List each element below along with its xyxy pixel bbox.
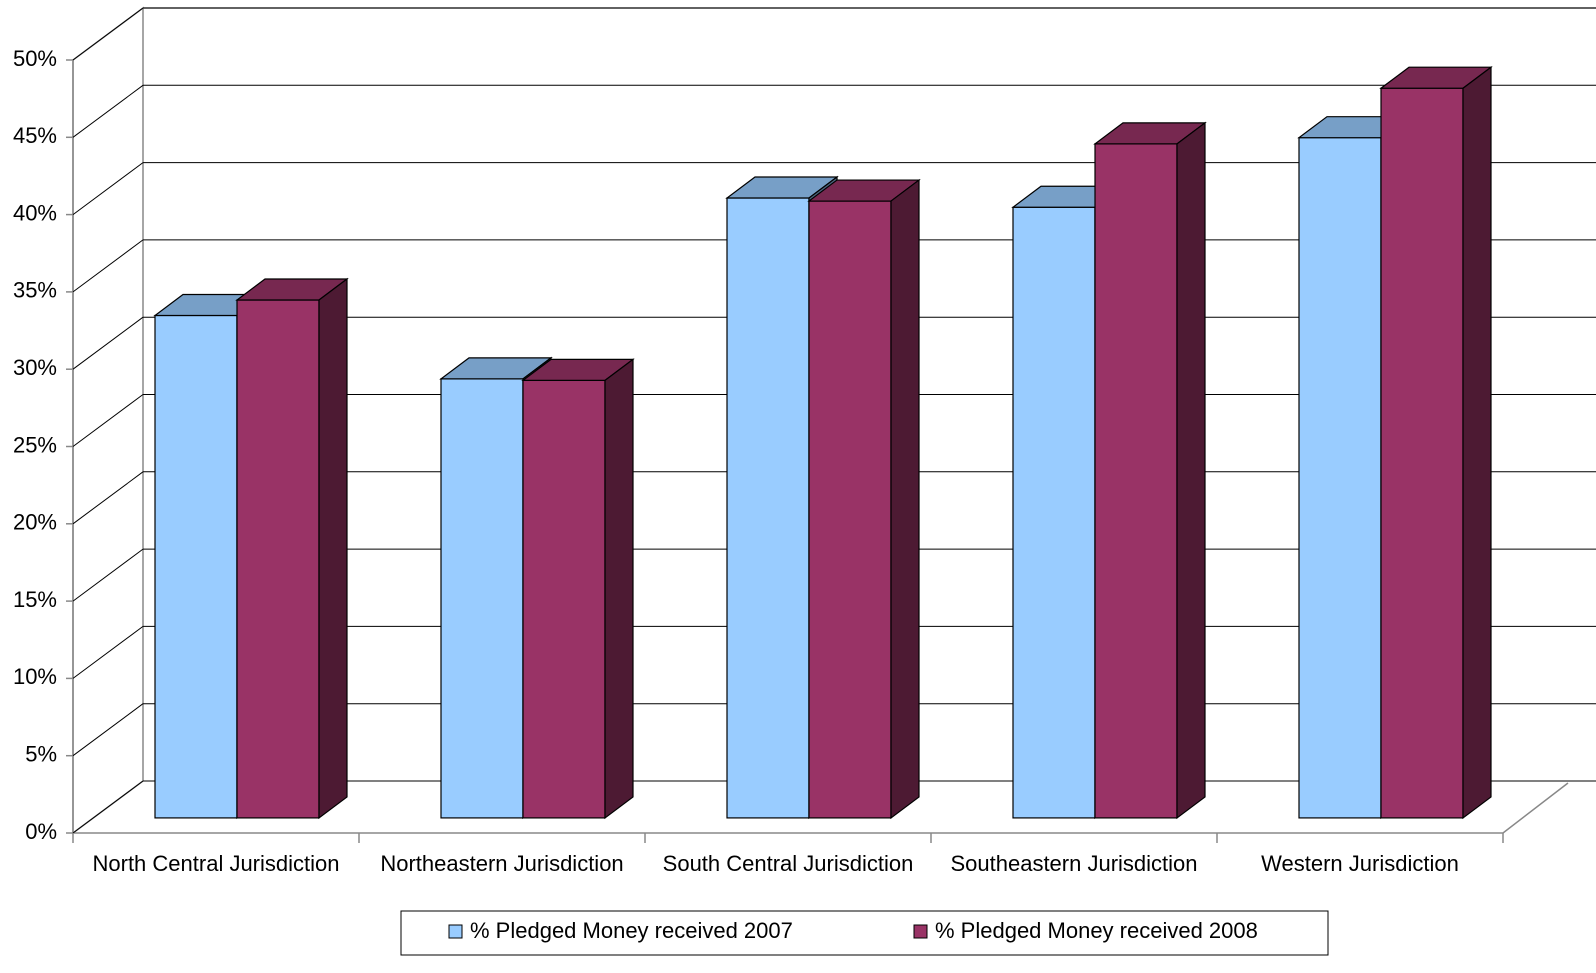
bar-side xyxy=(604,358,634,820)
y-tick-label: 0% xyxy=(25,819,57,844)
bar xyxy=(154,314,238,819)
x-tick-label: Southeastern Jurisdiction xyxy=(950,851,1197,876)
y-tick-label: 25% xyxy=(13,432,57,457)
x-tick-label: Western Jurisdiction xyxy=(1261,851,1459,876)
bar xyxy=(1094,143,1178,819)
bar-side xyxy=(1176,121,1206,820)
y-tick-label: 50% xyxy=(13,46,57,71)
x-tick-label: South Central Jurisdiction xyxy=(663,851,914,876)
bar xyxy=(236,299,320,819)
bar xyxy=(808,200,892,819)
grid-line xyxy=(72,625,144,679)
y-tick-label: 45% xyxy=(13,123,57,148)
bar xyxy=(1298,137,1382,819)
grid-line xyxy=(72,394,144,447)
grid-line xyxy=(72,7,144,61)
legend-swatch xyxy=(913,924,928,939)
y-tick-label: 10% xyxy=(13,664,57,689)
bar xyxy=(522,379,606,819)
y-tick-label: 20% xyxy=(13,510,57,535)
y-tick-label: 5% xyxy=(25,742,57,767)
grid-line xyxy=(72,84,144,138)
y-tick-label: 35% xyxy=(13,278,57,303)
legend-label: % Pledged Money received 2007 xyxy=(470,918,793,943)
bar xyxy=(440,378,524,819)
legend-swatch xyxy=(448,924,463,939)
grid-line xyxy=(72,471,144,525)
bar xyxy=(726,197,810,819)
y-tick-label: 40% xyxy=(13,200,57,225)
bar xyxy=(1012,206,1096,819)
grid-line xyxy=(72,239,144,293)
bar xyxy=(1380,87,1464,819)
bar-side xyxy=(890,178,920,820)
y-tick-label: 15% xyxy=(13,587,57,612)
bar-side xyxy=(318,277,348,820)
grid-line xyxy=(72,548,144,602)
grid-line xyxy=(72,162,144,216)
x-tick-label: North Central Jurisdiction xyxy=(93,851,340,876)
grid-line xyxy=(72,780,144,834)
legend-box xyxy=(400,910,1329,956)
x-tick-label: Northeastern Jurisdiction xyxy=(380,851,623,876)
grid-line xyxy=(72,703,144,757)
bar-side xyxy=(1462,66,1492,820)
grid-line xyxy=(72,316,144,370)
legend-label: % Pledged Money received 2008 xyxy=(935,918,1258,943)
y-tick-label: 30% xyxy=(13,355,57,380)
